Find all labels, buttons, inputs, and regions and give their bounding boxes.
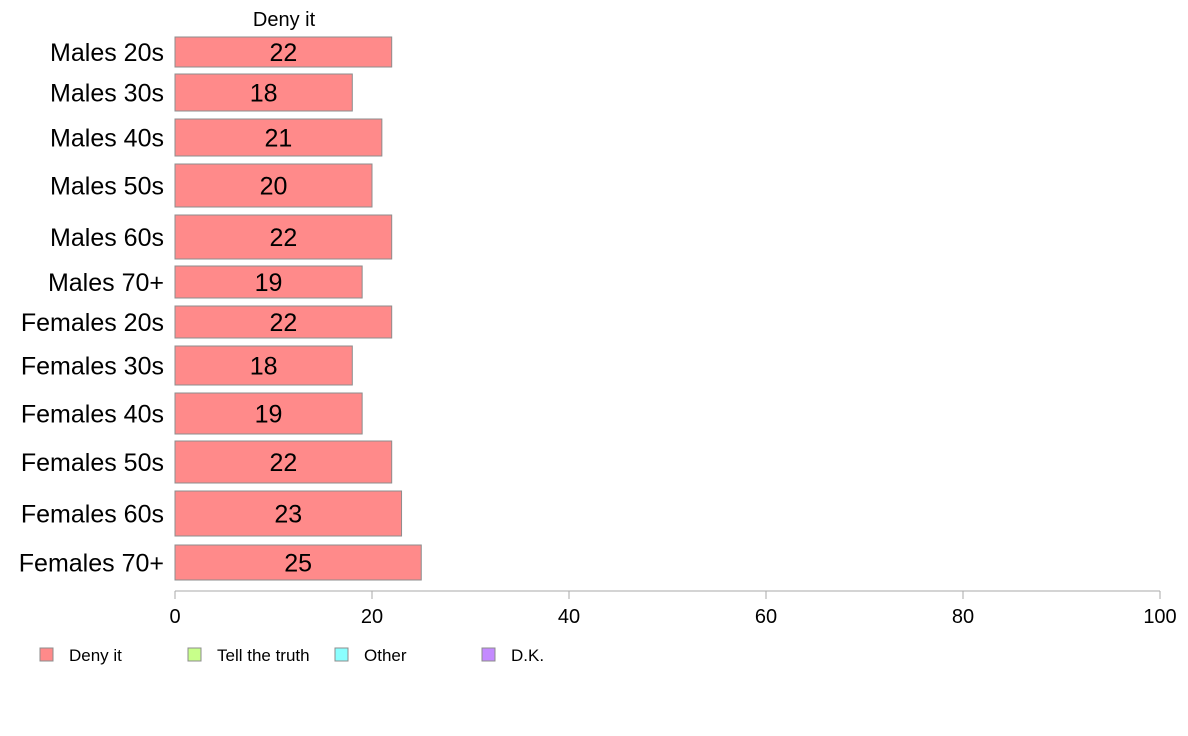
legend-swatch-deny-it bbox=[39, 647, 54, 662]
category-labels: Males 20s Males 30s Males 40s Males 50s Male… bbox=[19, 39, 164, 578]
bar-females-20s bbox=[174, 305, 393, 339]
x-tick-label: 100 bbox=[1143, 606, 1176, 628]
category-label: Males 60s bbox=[50, 224, 164, 252]
category-label: Females 20s bbox=[21, 309, 164, 337]
category-label: Males 70+ bbox=[48, 269, 164, 297]
bar-males-20s bbox=[174, 36, 393, 68]
category-label: Females 40s bbox=[21, 401, 164, 429]
bar-females-30s bbox=[174, 345, 353, 386]
value-labels: 22 18 21 20 22 19 22 18 19 22 23 25 bbox=[250, 39, 312, 578]
category-label: Females 70+ bbox=[19, 550, 164, 578]
bar-males-40s bbox=[174, 118, 383, 157]
legend-label-deny-it: Deny it bbox=[69, 646, 122, 665]
value-label: 25 bbox=[284, 550, 312, 578]
value-label: 18 bbox=[250, 353, 278, 381]
value-label: 19 bbox=[255, 401, 283, 429]
legend-label-other: Other bbox=[364, 646, 407, 665]
category-label: Males 30s bbox=[50, 80, 164, 108]
bar-females-40s bbox=[174, 392, 363, 435]
legend-swatch-d-k- bbox=[481, 647, 496, 662]
value-label: 22 bbox=[269, 449, 297, 477]
x-tick-label: 0 bbox=[169, 606, 180, 628]
bar-males-60s bbox=[174, 214, 393, 260]
legend-label-d-k-: D.K. bbox=[511, 646, 544, 665]
category-label: Males 40s bbox=[50, 125, 164, 153]
x-tick-label: 60 bbox=[755, 606, 777, 628]
bars-group bbox=[174, 36, 422, 581]
bar-females-50s bbox=[174, 440, 393, 484]
value-label: 22 bbox=[269, 224, 297, 252]
bar-males-50s bbox=[174, 163, 373, 208]
bar-females-70- bbox=[174, 544, 422, 581]
value-label: 22 bbox=[269, 309, 297, 337]
legend-swatch-other bbox=[334, 647, 349, 662]
bar-females-60s bbox=[174, 490, 403, 537]
category-label: Females 60s bbox=[21, 501, 164, 529]
legend-label-tell-the-truth: Tell the truth bbox=[217, 646, 310, 665]
category-label: Females 50s bbox=[21, 449, 164, 477]
value-label: 19 bbox=[255, 269, 283, 297]
panel-title: Deny it bbox=[253, 9, 316, 31]
category-label: Females 30s bbox=[21, 353, 164, 381]
legend-swatch-tell-the-truth bbox=[187, 647, 202, 662]
bar-males-30s bbox=[174, 73, 353, 112]
category-label: Males 20s bbox=[50, 39, 164, 67]
legend: Deny it Tell the truth Other D.K. bbox=[39, 646, 544, 665]
x-tick-label: 40 bbox=[558, 606, 580, 628]
value-label: 21 bbox=[265, 125, 293, 153]
value-label: 20 bbox=[260, 173, 288, 201]
value-label: 23 bbox=[274, 501, 302, 529]
value-label: 18 bbox=[250, 80, 278, 108]
x-tick-label: 80 bbox=[952, 606, 974, 628]
category-label: Males 50s bbox=[50, 173, 164, 201]
value-label: 22 bbox=[269, 39, 297, 67]
bar-males-70- bbox=[174, 265, 363, 299]
x-axis: 0 20 40 60 80 100 bbox=[169, 590, 1177, 628]
x-tick-label: 20 bbox=[361, 606, 383, 628]
